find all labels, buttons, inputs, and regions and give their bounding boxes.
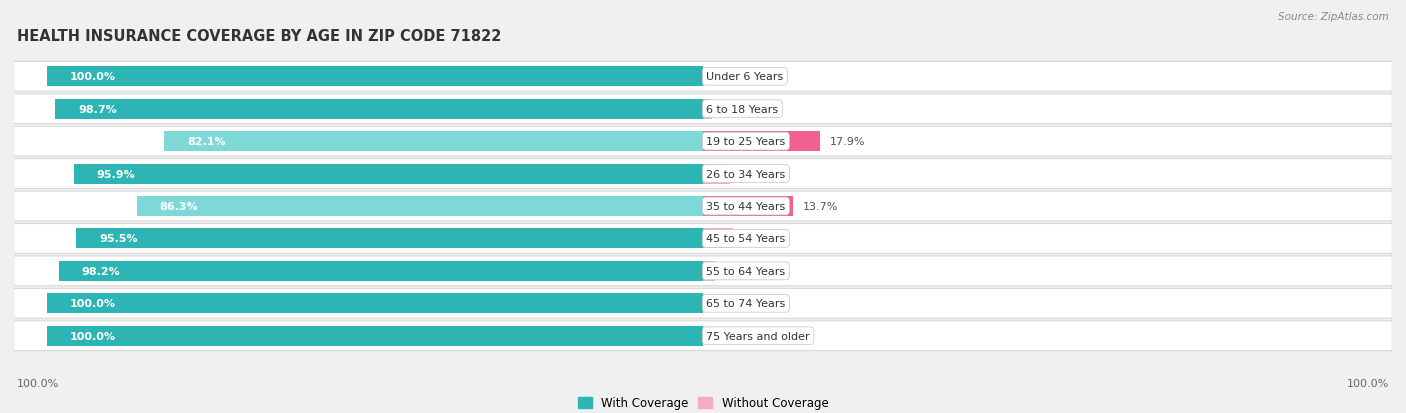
Text: 100.0%: 100.0% [1347, 378, 1389, 388]
Text: 4.5%: 4.5% [742, 234, 770, 244]
FancyBboxPatch shape [14, 62, 1392, 92]
FancyBboxPatch shape [14, 224, 1392, 254]
FancyBboxPatch shape [14, 321, 1392, 351]
Bar [136, 197, 703, 216]
FancyBboxPatch shape [14, 192, 1392, 221]
FancyBboxPatch shape [14, 159, 1392, 189]
Text: 95.5%: 95.5% [100, 234, 138, 244]
Text: Under 6 Years: Under 6 Years [706, 72, 783, 82]
Text: 100.0%: 100.0% [70, 299, 115, 309]
Bar [46, 294, 703, 313]
Text: 100.0%: 100.0% [70, 331, 115, 341]
Text: 98.2%: 98.2% [82, 266, 121, 276]
Text: 19 to 25 Years: 19 to 25 Years [706, 137, 786, 147]
Bar [703, 261, 714, 281]
Bar [73, 164, 703, 184]
Bar [165, 132, 703, 152]
FancyBboxPatch shape [14, 127, 1392, 157]
FancyBboxPatch shape [14, 256, 1392, 286]
Text: 0.0%: 0.0% [713, 331, 741, 341]
Text: 13.7%: 13.7% [803, 202, 838, 211]
Bar [46, 326, 703, 346]
FancyBboxPatch shape [14, 289, 1392, 318]
Text: HEALTH INSURANCE COVERAGE BY AGE IN ZIP CODE 71822: HEALTH INSURANCE COVERAGE BY AGE IN ZIP … [17, 29, 502, 44]
Bar [55, 100, 703, 119]
Text: Source: ZipAtlas.com: Source: ZipAtlas.com [1278, 12, 1389, 22]
Bar [59, 261, 703, 281]
Text: 75 Years and older: 75 Years and older [706, 331, 810, 341]
Text: 0.0%: 0.0% [713, 299, 741, 309]
Text: 55 to 64 Years: 55 to 64 Years [706, 266, 786, 276]
Bar [703, 197, 793, 216]
Text: 1.3%: 1.3% [721, 104, 749, 114]
Text: 17.9%: 17.9% [831, 137, 866, 147]
Text: 100.0%: 100.0% [17, 378, 59, 388]
Text: 98.7%: 98.7% [79, 104, 117, 114]
Text: 4.1%: 4.1% [740, 169, 768, 179]
Bar [703, 100, 711, 119]
Text: 100.0%: 100.0% [70, 72, 115, 82]
Text: 45 to 54 Years: 45 to 54 Years [706, 234, 786, 244]
Bar [703, 164, 730, 184]
Text: 82.1%: 82.1% [187, 137, 226, 147]
Bar [46, 67, 703, 87]
Bar [703, 229, 733, 249]
Text: 95.9%: 95.9% [97, 169, 135, 179]
Text: 35 to 44 Years: 35 to 44 Years [706, 202, 786, 211]
Bar [703, 132, 821, 152]
Text: 6 to 18 Years: 6 to 18 Years [706, 104, 779, 114]
FancyBboxPatch shape [14, 95, 1392, 124]
Legend: With Coverage, Without Coverage: With Coverage, Without Coverage [572, 392, 834, 413]
Text: 1.8%: 1.8% [724, 266, 754, 276]
Bar [76, 229, 703, 249]
Text: 0.0%: 0.0% [713, 72, 741, 82]
Text: 86.3%: 86.3% [160, 202, 198, 211]
Text: 65 to 74 Years: 65 to 74 Years [706, 299, 786, 309]
Text: 26 to 34 Years: 26 to 34 Years [706, 169, 786, 179]
